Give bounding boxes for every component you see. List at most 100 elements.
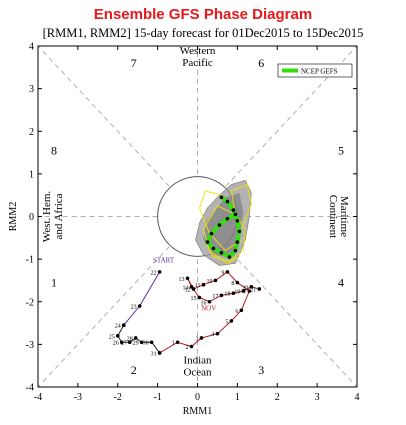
y-axis-label: RMM2 xyxy=(8,202,19,231)
observed-point-label-11-2: 11 xyxy=(195,283,201,289)
x-tick-label-3: -1 xyxy=(153,392,161,403)
observed-point-label-20-2: 20 xyxy=(242,285,248,291)
guide-line-6 xyxy=(37,45,170,187)
y-tick-label-8: 4 xyxy=(29,42,34,53)
y-tick-label-7: 3 xyxy=(29,84,34,95)
observed-series-line-1 xyxy=(123,271,161,326)
observed-point-3-16 xyxy=(207,299,212,304)
observed-point-label-29-1: 29 xyxy=(133,341,139,347)
chart-subtitle: [RMM1, RMM2] 15-day forecast for 01Dec20… xyxy=(42,26,364,40)
observed-point-label-26-1: 26 xyxy=(113,341,119,347)
observed-point-label-15-2: 15 xyxy=(190,296,196,302)
observed-point-3-8 xyxy=(235,280,240,285)
observed-point-label-5-2: 5 xyxy=(225,319,228,325)
phase-label-4: 4 xyxy=(338,276,344,290)
ensemble-mean-point-0 xyxy=(233,212,238,217)
y-tick-label-3: -1 xyxy=(26,255,34,266)
ensemble-mean-point-3 xyxy=(209,231,214,236)
observed-point-label-12-2: 12 xyxy=(185,287,191,293)
observed-point-label-28-1: 28 xyxy=(127,336,133,342)
observed-point-2-1 xyxy=(115,334,120,338)
chart-title: Ensemble GFS Phase Diagram xyxy=(93,6,313,23)
observed-point-label-9-2: 9 xyxy=(221,270,224,276)
observed-point-2-2 xyxy=(119,340,124,345)
observed-point-3-0 xyxy=(157,351,162,355)
ensemble-mean-point-2 xyxy=(217,223,222,227)
x-tick-label-2: -2 xyxy=(114,392,122,403)
phase-label-5: 5 xyxy=(338,143,344,157)
guide-line-8 xyxy=(37,246,170,388)
legend-box xyxy=(277,63,353,78)
ensemble-mean-point-11 xyxy=(235,218,240,223)
annotation-nov: NOV xyxy=(201,304,216,312)
phase-label-2: 2 xyxy=(131,363,137,377)
region-label-top-1: Western xyxy=(180,45,216,57)
region-label-left-1: West. Hem. xyxy=(41,191,53,243)
phase-label-7: 7 xyxy=(131,56,137,70)
ensemble-mean-point-5 xyxy=(211,246,216,251)
y-tick-label-5: 1 xyxy=(29,169,34,180)
y-tick-label-2: -2 xyxy=(26,297,34,308)
observed-point-label-27-1: 27 xyxy=(121,341,127,347)
observed-point-label-23-0: 23 xyxy=(131,305,137,311)
phase-label-8: 8 xyxy=(51,143,57,157)
ensemble-mean-point-13 xyxy=(225,199,230,204)
observed-point-label-1-2: 1 xyxy=(172,341,175,347)
ensemble-mean-point-8 xyxy=(233,248,238,253)
observed-point-3-3 xyxy=(199,336,204,340)
x-tick-label-6: 2 xyxy=(275,392,280,403)
observed-point-label-13-2: 13 xyxy=(179,277,185,283)
ensemble-mean-point-14 xyxy=(219,195,224,200)
observed-series-line-2 xyxy=(117,324,161,354)
observed-point-3-11 xyxy=(201,282,206,287)
x-tick-label-7: 3 xyxy=(315,392,320,403)
observed-point-3-10 xyxy=(213,278,218,283)
observed-series-line-3 xyxy=(159,271,260,354)
ensemble-mean-point-6 xyxy=(219,250,224,255)
ensemble-mean-point-7 xyxy=(227,255,232,259)
region-label-right-1: Maritime xyxy=(338,196,350,237)
observed-point-3-2 xyxy=(189,344,194,349)
observed-point-label-16-2: 16 xyxy=(200,300,206,306)
phase-label-1: 1 xyxy=(51,276,57,290)
observed-point-label-25-1: 25 xyxy=(109,334,115,340)
observed-point-3-6 xyxy=(239,308,244,313)
y-tick-label-0: -4 xyxy=(26,383,34,394)
x-axis-label: RMM1 xyxy=(183,406,212,417)
y-tick-label-1: -3 xyxy=(26,340,34,351)
region-label-right-2: Continent xyxy=(327,195,339,238)
x-tick-label-0: -4 xyxy=(34,392,42,403)
observed-point-3-13 xyxy=(185,276,190,281)
ensemble-member-1 xyxy=(199,190,242,252)
observed-point-1-0 xyxy=(157,270,162,274)
x-tick-label-8: 4 xyxy=(355,392,360,403)
annotation-start: START xyxy=(153,257,175,265)
observed-point-label-3-2: 3 xyxy=(195,336,198,342)
observed-point-3-19 xyxy=(241,289,246,293)
observed-point-label-8-2: 8 xyxy=(231,281,234,287)
guide-line-7 xyxy=(225,246,358,388)
region-label-left-2: and Africa xyxy=(53,193,65,239)
phase-label-6: 6 xyxy=(258,56,264,70)
y-tick-label-4: 0 xyxy=(29,212,34,223)
observed-point-label-4-2: 4 xyxy=(211,332,214,338)
observed-point-3-4 xyxy=(215,331,220,336)
observed-point-2-4 xyxy=(133,336,138,340)
observed-point-2-6 xyxy=(149,340,154,345)
observed-point-3-14 xyxy=(189,285,194,289)
observed-point-label-19-2: 19 xyxy=(234,290,240,296)
observed-point-2-0 xyxy=(121,323,126,327)
observed-point-label-24-0: 24 xyxy=(115,324,121,330)
region-label-bottom-1: Indian xyxy=(183,355,212,367)
observed-point-3-9 xyxy=(225,270,230,274)
ensemble-mean-point-12 xyxy=(231,208,236,212)
ensemble-mean-point-4 xyxy=(205,240,210,244)
observed-point-label-21-2: 21 xyxy=(250,287,256,293)
observed-point-3-7 xyxy=(247,289,252,293)
observed-point-label-10-2: 10 xyxy=(206,279,212,285)
observed-point-3-18 xyxy=(231,291,236,296)
observed-point-label-2-2: 2 xyxy=(186,345,189,351)
phase-label-3: 3 xyxy=(258,363,264,377)
observed-point-label-17-2: 17 xyxy=(212,294,218,300)
